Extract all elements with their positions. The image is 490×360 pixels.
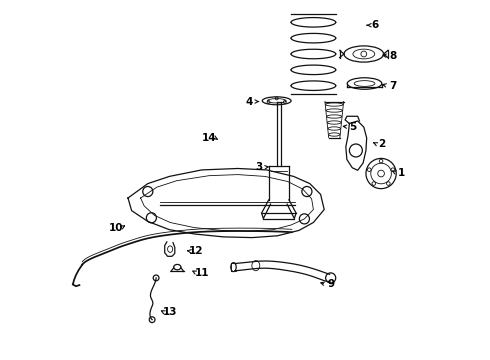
Text: 12: 12 [189, 246, 204, 256]
Text: 8: 8 [389, 51, 396, 61]
Text: 2: 2 [378, 139, 386, 149]
Text: 11: 11 [195, 268, 209, 278]
Text: 7: 7 [389, 81, 396, 91]
Text: 3: 3 [255, 162, 262, 172]
Text: 9: 9 [328, 279, 335, 289]
Text: 13: 13 [163, 307, 177, 318]
Text: 5: 5 [349, 122, 357, 132]
Text: 4: 4 [246, 96, 253, 107]
Text: 14: 14 [202, 132, 216, 143]
Text: 1: 1 [398, 168, 405, 178]
Text: 10: 10 [109, 222, 123, 233]
Text: 6: 6 [372, 20, 379, 30]
